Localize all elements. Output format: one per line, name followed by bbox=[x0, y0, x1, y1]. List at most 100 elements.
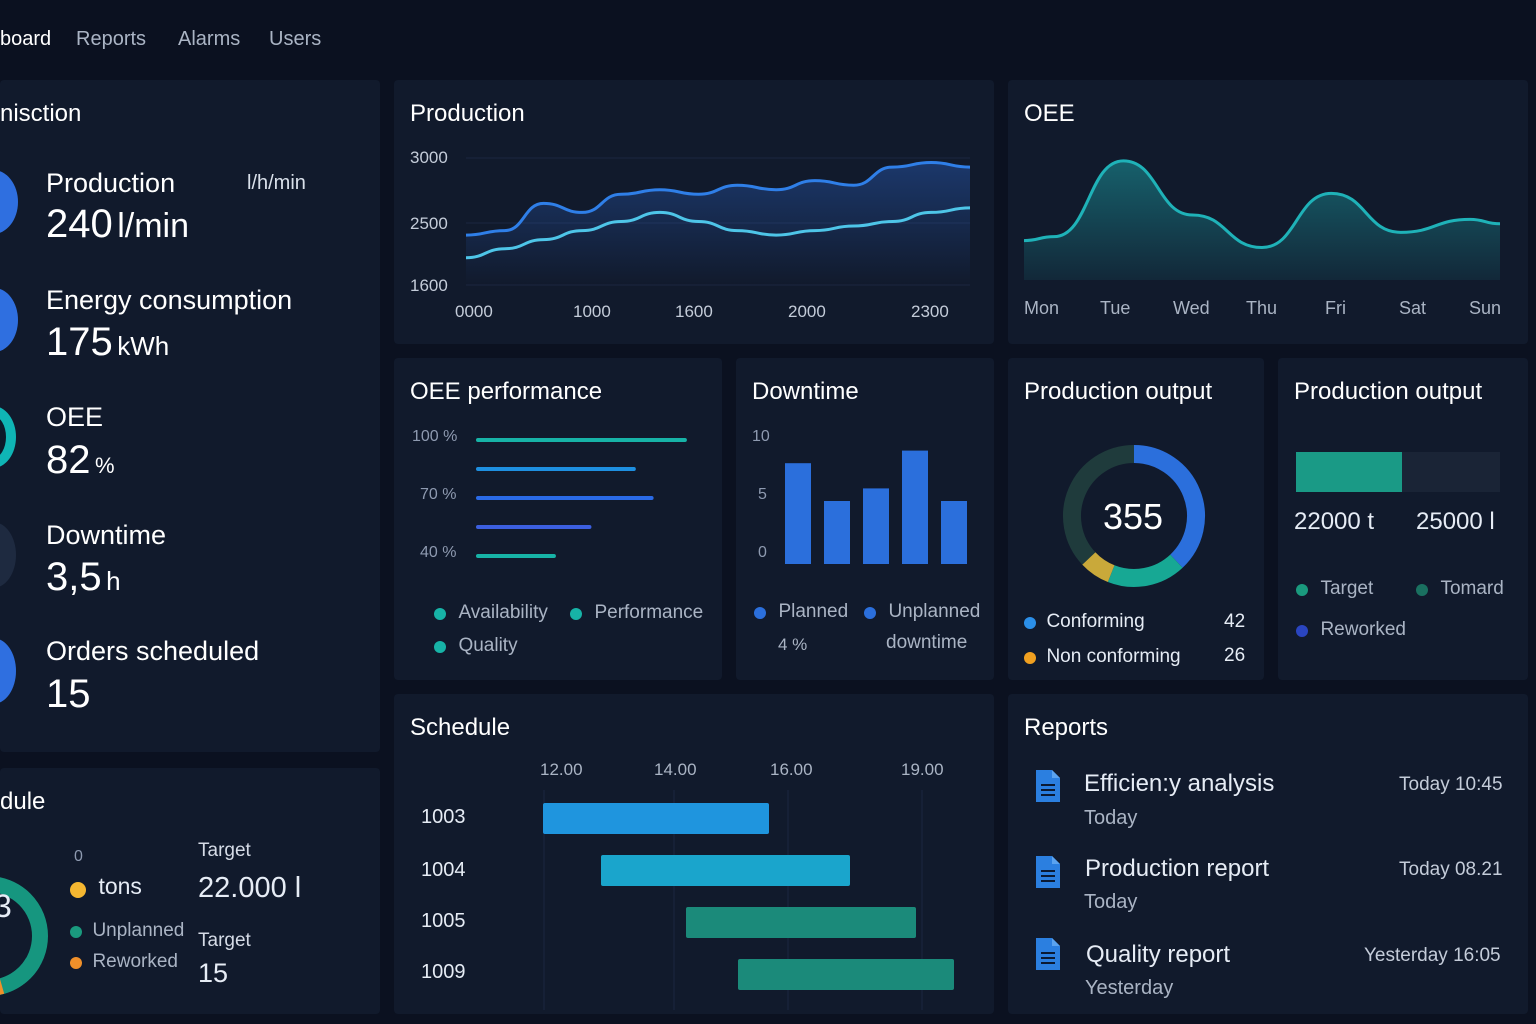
reports-panel: Reports Efficien:y analysis Today Today … bbox=[1008, 694, 1528, 1014]
output-value: 22000 t bbox=[1294, 508, 1375, 535]
y-label: 70 % bbox=[420, 486, 457, 503]
report-title[interactable]: Quality report bbox=[1086, 941, 1231, 968]
legend-dot bbox=[70, 881, 86, 898]
report-subtitle: Today bbox=[1084, 891, 1138, 913]
y-tick-label: 1600 bbox=[410, 276, 448, 295]
donut-segment bbox=[1107, 554, 1183, 587]
reports-title: Reports bbox=[1024, 714, 1109, 741]
summary-title: nisction bbox=[0, 100, 82, 127]
document-icon bbox=[1036, 770, 1060, 802]
kpi-label: Energy consumption bbox=[46, 285, 293, 315]
downtime-bar bbox=[941, 501, 967, 564]
downtime-bar-chart bbox=[785, 450, 967, 564]
kpi-unit: h bbox=[106, 566, 121, 596]
y-label: 100 % bbox=[412, 428, 458, 445]
donut-center-value: 355 bbox=[1103, 496, 1164, 537]
kpi-label: Downtime bbox=[46, 520, 167, 550]
x-tick-label: 0000 bbox=[455, 302, 493, 321]
x-tick-label: 1600 bbox=[675, 302, 713, 321]
legend-dot bbox=[1024, 651, 1036, 664]
legend-quality: Quality bbox=[434, 635, 518, 657]
kpi-label: OEE bbox=[46, 402, 104, 432]
output-progress-track bbox=[1296, 452, 1500, 492]
nav-tab-dashboard[interactable]: board bbox=[0, 28, 52, 50]
nav-tab-alarms[interactable]: Alarms bbox=[178, 28, 241, 50]
donut-segment bbox=[1133, 445, 1205, 568]
legend-dot bbox=[864, 606, 876, 619]
legend-dot bbox=[70, 956, 82, 969]
series-area bbox=[466, 162, 970, 285]
legend-label: Tomard bbox=[1440, 578, 1504, 599]
y-tick-label: 2500 bbox=[410, 214, 448, 233]
kpi-value: 175 bbox=[46, 320, 113, 364]
downtime-bar bbox=[902, 450, 928, 564]
orders-icon bbox=[0, 638, 16, 704]
legend-label: Target bbox=[1320, 578, 1374, 599]
nav-tab-users[interactable]: Users bbox=[269, 28, 322, 50]
y-tick-label: 3000 bbox=[410, 148, 448, 167]
oee-line bbox=[1023, 159, 1501, 250]
report-title[interactable]: Production report bbox=[1085, 855, 1270, 882]
oee-ring-icon bbox=[0, 406, 16, 468]
gantt-bar[interactable] bbox=[543, 803, 769, 834]
report-time: Today 10:45 bbox=[1399, 774, 1503, 795]
x-tick-label: Sat bbox=[1399, 298, 1427, 318]
gantt-bar[interactable] bbox=[686, 907, 916, 938]
y-tick-label: 0 bbox=[758, 544, 767, 561]
series-line bbox=[465, 206, 971, 260]
donut-center-label: 3 bbox=[0, 888, 12, 924]
x-tick-label: Fri bbox=[1325, 298, 1346, 318]
document-icon bbox=[1036, 856, 1060, 888]
zero-label: 0 bbox=[74, 848, 83, 865]
production-output-donut bbox=[1063, 445, 1205, 587]
downtime-panel: Downtime 10 5 0 Planned 4 % Unplanned do… bbox=[736, 358, 994, 680]
summary-panel: nisction Production l/h/min 240 l/min En… bbox=[0, 80, 380, 752]
x-tick-label: 1000 bbox=[573, 302, 611, 321]
performance-bar bbox=[476, 554, 556, 558]
target-label: Target bbox=[198, 840, 251, 861]
performance-bar bbox=[476, 467, 636, 471]
gantt-bar[interactable] bbox=[738, 959, 954, 990]
series-line bbox=[465, 161, 971, 237]
report-time: Today 08.21 bbox=[1399, 859, 1503, 880]
legend-conforming: Conforming bbox=[1024, 611, 1145, 633]
non-conforming-value: 26 bbox=[1224, 645, 1246, 666]
schedule-panel: Schedule 12.00 14.00 16.00 19.00 1003 10… bbox=[394, 694, 994, 1014]
x-tick-label: Tue bbox=[1100, 298, 1131, 318]
report-time: Yesterday 16:05 bbox=[1364, 945, 1501, 966]
gantt-bar[interactable] bbox=[601, 855, 850, 886]
oee-performance-bars bbox=[476, 438, 687, 558]
performance-bar bbox=[476, 525, 592, 529]
output-value: 25000 l bbox=[1416, 508, 1495, 535]
report-title[interactable]: Efficien:y analysis bbox=[1084, 770, 1275, 797]
legend-dot bbox=[1296, 583, 1308, 596]
order-label: 1005 bbox=[421, 910, 466, 932]
x-tick-label: Sun bbox=[1469, 298, 1502, 318]
x-tick-label: Wed bbox=[1173, 298, 1210, 318]
legend-label: Availability bbox=[458, 602, 548, 623]
kpi-unit-note: l/h/min bbox=[247, 172, 306, 194]
legend-target: Target bbox=[1296, 578, 1373, 600]
order-label: 1003 bbox=[421, 806, 466, 828]
legend-dot bbox=[434, 640, 446, 653]
legend-performance: Performance bbox=[570, 602, 703, 624]
legend-label: Planned bbox=[778, 601, 849, 622]
legend-reworked: Reworked bbox=[1296, 619, 1406, 641]
oee-area bbox=[1024, 160, 1500, 280]
production-icon bbox=[0, 170, 18, 234]
legend-dot bbox=[570, 607, 582, 620]
schedule-donut bbox=[0, 877, 48, 995]
nav-tab-reports[interactable]: Reports bbox=[76, 28, 147, 50]
donut-segment bbox=[1063, 445, 1135, 565]
legend-label: Reworked bbox=[92, 951, 178, 972]
target-label: Target bbox=[198, 930, 251, 951]
legend-label: Performance bbox=[594, 602, 704, 623]
legend-non-conforming: Non conforming bbox=[1024, 646, 1181, 668]
legend-label: Non conforming bbox=[1046, 646, 1181, 667]
legend-dot bbox=[434, 607, 446, 620]
downtime-bar bbox=[824, 501, 850, 564]
report-subtitle: Yesterday bbox=[1085, 977, 1174, 999]
legend-unplanned: Unplanned bbox=[70, 920, 184, 942]
conforming-value: 42 bbox=[1224, 611, 1246, 632]
production-output-donut-panel: Production output 355 Conforming 42 Non … bbox=[1008, 358, 1264, 680]
